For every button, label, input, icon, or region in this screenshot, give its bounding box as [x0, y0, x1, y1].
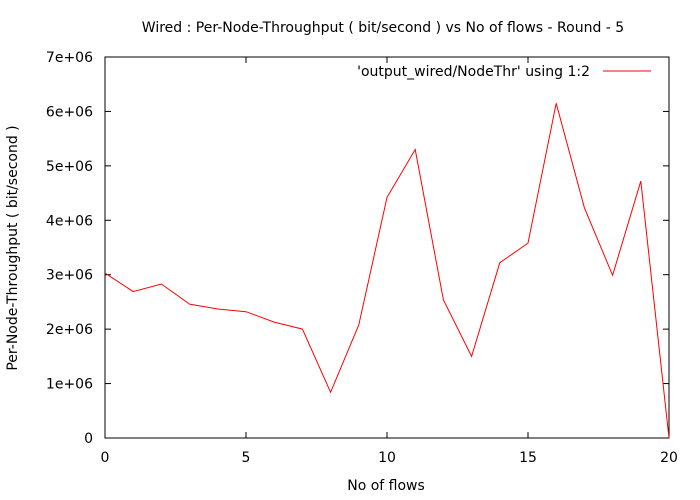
plot-frame	[104, 56, 670, 439]
y-tick-label: 3e+06	[46, 268, 93, 284]
y-tick-label: 1e+06	[46, 377, 93, 393]
x-tick-label: 10	[378, 450, 396, 466]
x-axis-label: No of flows	[347, 478, 425, 494]
y-tick-label: 7e+06	[46, 50, 93, 66]
y-axis-label: Per-Node-Throughput ( bit/second )	[5, 125, 21, 370]
y-tick-label: 5e+06	[46, 159, 93, 175]
y-tick-label: 0	[84, 431, 93, 447]
y-tick-label: 4e+06	[46, 213, 93, 229]
series-line	[104, 103, 670, 439]
y-tick-label: 6e+06	[46, 104, 93, 120]
y-tick-label: 2e+06	[46, 322, 93, 338]
x-tick-label: 0	[101, 450, 110, 466]
x-tick-label: 5	[242, 450, 251, 466]
series-layer	[104, 103, 670, 439]
axis-ticks: 0 5 10 15 20 0 1e+06 2e+06 3e+06 4e+06 5e+06 6e+06 7…	[46, 50, 678, 466]
legend-entry-label: 'output_wired/NodeThr' using 1:2	[357, 64, 590, 80]
legend: 'output_wired/NodeThr' using 1:2	[357, 64, 651, 80]
chart-title: Wired : Per-Node-Throughput ( bit/second…	[142, 20, 624, 36]
x-tick-label: 15	[519, 450, 537, 466]
x-tick-label: 20	[660, 450, 678, 466]
